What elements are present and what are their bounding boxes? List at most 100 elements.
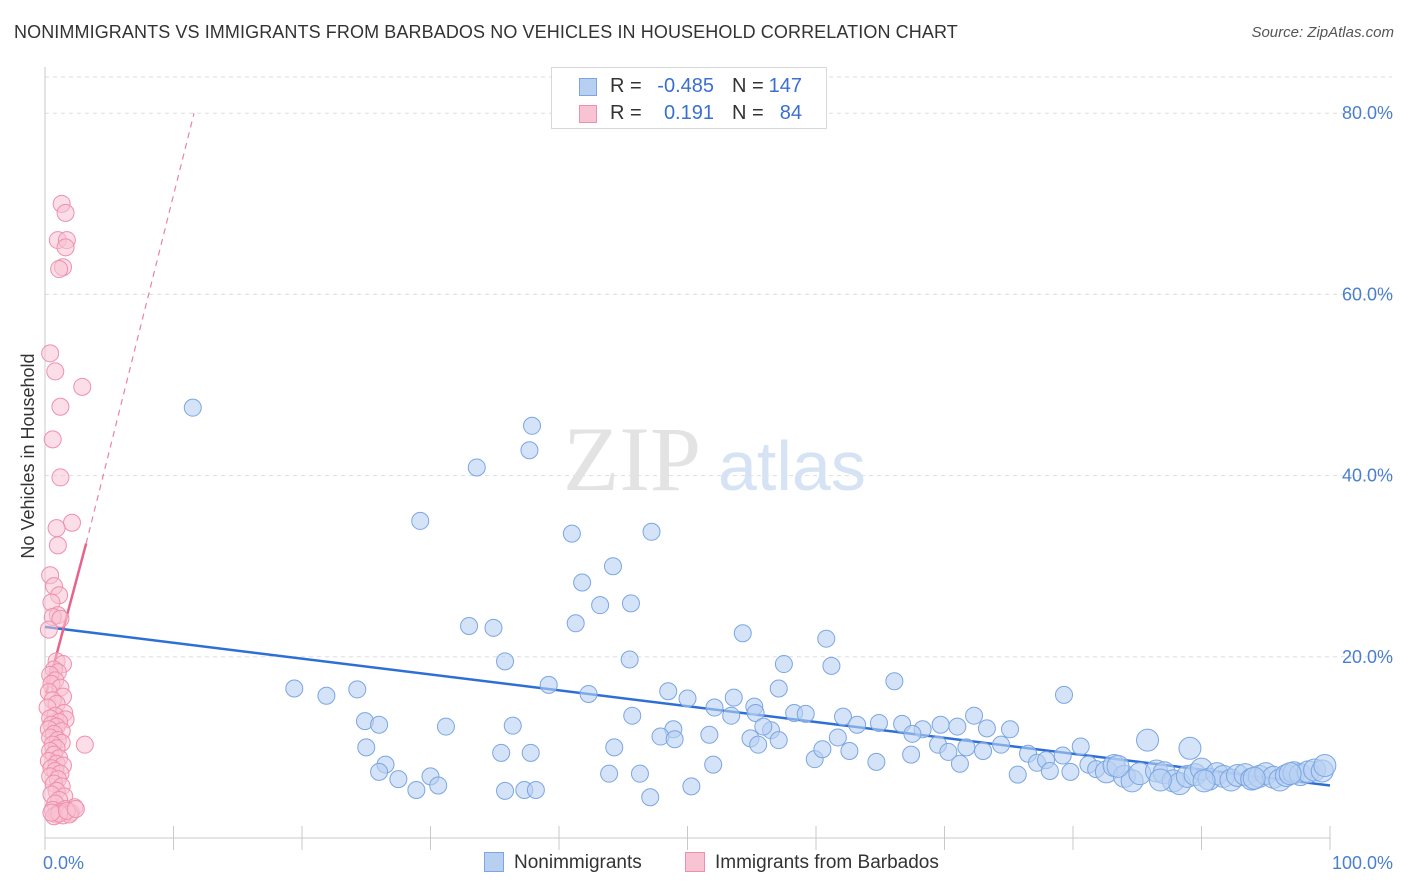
legend-row-immigrants: R = 0.191 N = 84	[552, 101, 826, 127]
point-nonimmigrants	[822, 656, 841, 675]
trend-line-immigrants-extension	[85, 113, 195, 544]
point-nonimmigrants	[828, 728, 847, 747]
point-nonimmigrants	[348, 680, 367, 699]
point-nonimmigrants	[407, 780, 426, 799]
source-label: Source: ZipAtlas.com	[1251, 24, 1394, 41]
watermark: ZIP atlas	[563, 408, 866, 510]
point-nonimmigrants	[948, 717, 967, 736]
point-nonimmigrants	[566, 614, 585, 633]
point-nonimmigrants	[700, 725, 719, 744]
point-nonimmigrants	[591, 596, 610, 615]
point-immigrants	[75, 735, 94, 754]
point-nonimmigrants	[603, 557, 622, 576]
point-nonimmigrants	[1061, 762, 1080, 781]
legend-swatch-pink	[685, 852, 705, 872]
point-nonimmigrants	[678, 689, 697, 708]
x-tick-label: 100.0%	[1332, 853, 1393, 873]
point-nonimmigrants	[977, 719, 996, 738]
watermark-zip: ZIP	[563, 408, 701, 510]
point-nonimmigrants	[523, 416, 542, 435]
point-immigrants	[41, 344, 60, 363]
watermark-atlas: atlas	[718, 427, 866, 505]
point-immigrants	[73, 377, 92, 396]
y-tick-label: 20.0%	[1342, 647, 1393, 667]
point-nonimmigrants	[769, 679, 788, 698]
point-nonimmigrants	[813, 740, 832, 759]
point-immigrants	[56, 203, 75, 222]
point-nonimmigrants	[1278, 762, 1302, 786]
point-nonimmigrants	[903, 724, 922, 743]
point-nonimmigrants	[796, 704, 815, 723]
point-nonimmigrants	[774, 655, 793, 674]
point-immigrants	[66, 800, 85, 819]
chart-title: NONIMMIGRANTS VS IMMIGRANTS FROM BARBADO…	[14, 22, 958, 42]
tick-labels: 20.0% 40.0% 60.0% 80.0% 0.0% 100.0%	[43, 103, 1393, 873]
point-nonimmigrants	[1001, 720, 1020, 739]
point-nonimmigrants	[957, 738, 976, 757]
point-immigrants	[46, 362, 65, 381]
point-nonimmigrants	[840, 742, 859, 761]
point-nonimmigrants	[411, 511, 430, 530]
point-nonimmigrants	[620, 650, 639, 669]
y-tick-label: 40.0%	[1342, 466, 1393, 486]
point-immigrants	[43, 430, 62, 449]
point-nonimmigrants	[848, 715, 867, 734]
point-nonimmigrants	[600, 764, 619, 783]
point-nonimmigrants	[704, 755, 723, 774]
point-nonimmigrants	[885, 672, 904, 691]
point-nonimmigrants	[974, 742, 993, 761]
point-nonimmigrants	[317, 686, 336, 705]
legend-item-immigrants: Immigrants from Barbados	[685, 852, 939, 874]
legend-swatch-blue	[484, 852, 504, 872]
point-nonimmigrants	[833, 707, 852, 726]
point-nonimmigrants	[769, 731, 788, 750]
point-nonimmigrants	[705, 698, 724, 717]
point-immigrants	[51, 468, 70, 487]
point-immigrants	[51, 609, 70, 628]
point-nonimmigrants	[1148, 768, 1172, 792]
point-nonimmigrants	[1192, 769, 1216, 793]
point-nonimmigrants	[370, 715, 389, 734]
point-nonimmigrants	[641, 788, 660, 807]
point-nonimmigrants	[939, 742, 958, 761]
point-nonimmigrants	[467, 458, 486, 477]
point-nonimmigrants	[867, 752, 886, 771]
point-nonimmigrants	[539, 675, 558, 694]
point-immigrants	[39, 620, 58, 639]
point-nonimmigrants	[1008, 765, 1027, 784]
point-nonimmigrants	[562, 524, 581, 543]
point-nonimmigrants	[492, 743, 511, 762]
point-nonimmigrants	[579, 684, 598, 703]
point-nonimmigrants	[724, 688, 743, 707]
point-nonimmigrants	[659, 682, 678, 701]
x-tick-label: 0.0%	[43, 853, 84, 873]
point-nonimmigrants	[1040, 761, 1059, 780]
legend-item-nonimmigrants: Nonimmigrants	[484, 852, 642, 874]
point-immigrants	[47, 519, 66, 538]
point-nonimmigrants	[754, 717, 773, 736]
series-legend: Nonimmigrants Immigrants from Barbados	[0, 852, 1406, 878]
point-nonimmigrants	[992, 735, 1011, 754]
point-nonimmigrants	[521, 743, 540, 762]
point-nonimmigrants	[573, 573, 592, 592]
legend-n-label: N =	[732, 102, 764, 124]
point-nonimmigrants	[389, 770, 408, 789]
legend-r-label: R =	[610, 75, 642, 97]
point-nonimmigrants	[749, 735, 768, 754]
point-nonimmigrants	[460, 617, 479, 636]
legend-r-label: R =	[610, 102, 642, 124]
point-nonimmigrants	[817, 629, 836, 648]
point-nonimmigrants	[1313, 754, 1337, 778]
point-immigrants	[42, 803, 61, 822]
gridlines	[45, 76, 1392, 658]
point-nonimmigrants	[733, 624, 752, 643]
point-nonimmigrants	[429, 776, 448, 795]
legend-label-nonimmigrants: Nonimmigrants	[514, 852, 642, 873]
point-nonimmigrants	[746, 703, 765, 722]
legend-label-immigrants: Immigrants from Barbados	[715, 852, 939, 873]
point-nonimmigrants	[496, 781, 515, 800]
point-nonimmigrants	[902, 745, 921, 764]
point-nonimmigrants	[520, 441, 539, 460]
point-nonimmigrants	[682, 777, 701, 796]
